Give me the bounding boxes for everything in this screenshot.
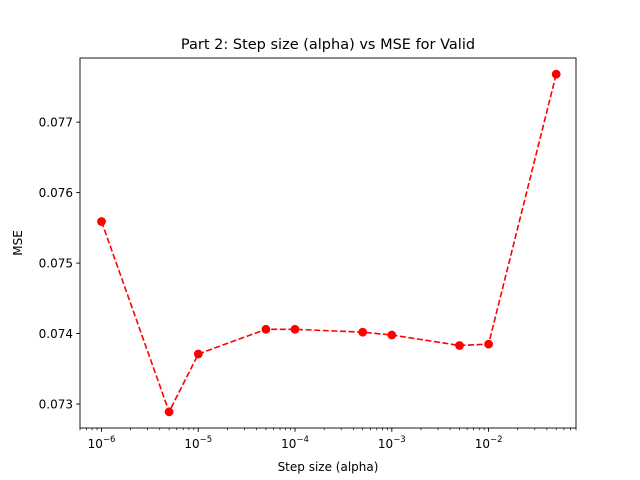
- data-point: [387, 330, 397, 340]
- x-tick-label: 10−4: [281, 435, 309, 451]
- plot-frame: [79, 57, 577, 429]
- data-point: [358, 327, 368, 337]
- series-line: [100, 74, 557, 414]
- x-axis-label: Step size (alpha): [278, 460, 379, 474]
- y-axis-label: MSE: [11, 230, 25, 256]
- y-tick-label: 0.077: [39, 115, 73, 129]
- data-point: [261, 324, 271, 334]
- y-ticks: 0.073 0.074 0.075 0.076 0.077: [39, 115, 80, 411]
- data-point: [164, 407, 174, 417]
- x-tick-label: 10−5: [184, 435, 212, 451]
- y-tick-label: 0.073: [39, 397, 73, 411]
- chart-title: Part 2: Step size (alpha) vs MSE for Val…: [181, 37, 475, 53]
- data-point: [97, 217, 106, 226]
- x-tick-label: 10−3: [378, 435, 406, 451]
- data-point: [290, 324, 300, 334]
- x-tick-label: 10−6: [88, 435, 116, 451]
- data-point: [455, 341, 464, 350]
- y-tick-label: 0.076: [39, 186, 73, 200]
- data-point: [484, 339, 493, 349]
- data-point: [193, 349, 203, 359]
- x-tick-label: 10−2: [475, 435, 503, 451]
- x-major-ticks: 10−6 10−5 10−4 10−3 10−2: [88, 428, 503, 451]
- y-tick-label: 0.074: [39, 327, 73, 341]
- series-points: [97, 69, 561, 417]
- data-point: [551, 69, 561, 79]
- y-tick-label: 0.075: [39, 256, 73, 270]
